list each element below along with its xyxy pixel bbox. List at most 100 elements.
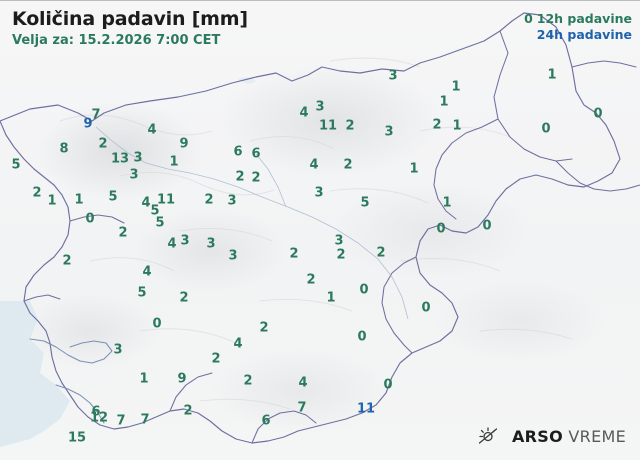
- brand-name-arso: ARSO: [511, 426, 564, 446]
- station-value: 4: [233, 336, 243, 352]
- legend-label-12h: 12h padavine: [536, 11, 632, 26]
- station-value: 7: [116, 413, 126, 429]
- sun-rays-icon: [478, 427, 498, 444]
- station-value: 2: [118, 225, 128, 241]
- adriatic-sea-polygon: [0, 301, 70, 447]
- station-value: 2: [243, 373, 253, 389]
- station-value: 5: [150, 203, 160, 219]
- station-value: 2: [336, 247, 346, 263]
- station-value: 0: [421, 300, 431, 316]
- station-value: 0: [482, 218, 492, 234]
- station-value: 3: [314, 185, 324, 201]
- station-value: 11: [356, 401, 376, 417]
- arso-vreme-brand: ARSO VREME: [476, 424, 626, 448]
- legend-row-12h: 0 12h padavine: [524, 11, 632, 27]
- station-value: 3: [180, 233, 190, 249]
- station-value: 3: [228, 248, 238, 264]
- station-value: 11: [156, 192, 176, 208]
- station-value: 11: [318, 118, 338, 134]
- neighbour-boundaries: [23, 30, 640, 444]
- station-value: 0: [436, 221, 446, 237]
- station-value: 0: [357, 329, 367, 345]
- station-value: 3: [206, 236, 216, 252]
- station-value: 4: [298, 375, 308, 391]
- station-value: 13: [110, 151, 130, 167]
- station-value: 2: [211, 351, 221, 367]
- station-value: 2: [432, 117, 442, 133]
- station-value: 5: [155, 215, 165, 231]
- coastline: [29, 338, 113, 424]
- station-value: 3: [129, 167, 139, 183]
- station-value: 7: [140, 412, 150, 428]
- station-value: 0: [359, 282, 369, 298]
- station-value: 2: [289, 246, 299, 262]
- station-value: 4: [299, 105, 309, 121]
- station-value: 2: [183, 403, 193, 419]
- station-value: 2: [98, 136, 108, 152]
- station-value: 2: [32, 185, 42, 201]
- station-value: 1: [47, 193, 57, 209]
- station-value: 7: [297, 400, 307, 416]
- station-value: 9: [177, 371, 187, 387]
- brand-name-vreme-text: VREME: [568, 426, 626, 446]
- station-value: 4: [142, 264, 152, 280]
- station-value: 0: [85, 211, 95, 227]
- station-value: 0: [593, 106, 603, 122]
- station-value: 3: [227, 193, 237, 209]
- station-value: 0: [541, 121, 551, 137]
- station-value: 3: [384, 124, 394, 140]
- station-value: 4: [147, 122, 157, 138]
- station-value: 3: [334, 233, 344, 249]
- station-value: 9: [179, 136, 189, 152]
- station-value: 1: [139, 371, 149, 387]
- legend-label-24h: 24h padavine: [536, 27, 632, 42]
- station-value: 1: [169, 154, 179, 170]
- station-value: 8: [59, 141, 69, 157]
- station-value: 2: [376, 245, 386, 261]
- station-value: 1: [451, 79, 461, 95]
- station-value: 6: [91, 404, 101, 420]
- station-value: 15: [67, 430, 87, 446]
- station-value: 9: [83, 116, 93, 132]
- station-value: 2: [259, 320, 269, 336]
- station-value: 1: [74, 192, 84, 208]
- station-value: 3: [133, 150, 143, 166]
- station-value: 1: [547, 67, 557, 83]
- station-value: 6: [261, 413, 271, 429]
- station-value: 2: [345, 118, 355, 134]
- rivers: [95, 126, 409, 320]
- station-value: 2: [204, 192, 214, 208]
- station-value: 4: [141, 195, 151, 211]
- station-value: 1: [442, 195, 452, 211]
- legend: 0 12h padavine 24h padavine: [524, 11, 632, 43]
- station-value: 1: [326, 290, 336, 306]
- station-value: 2: [235, 169, 245, 185]
- station-value: 1: [452, 118, 462, 134]
- station-value: 12: [89, 410, 109, 426]
- station-value: 1: [409, 161, 419, 177]
- station-value: 4: [309, 157, 319, 173]
- station-value: 4: [167, 236, 177, 252]
- station-value: 2: [251, 170, 261, 186]
- station-value: 5: [137, 285, 147, 301]
- brand-text: ARSO VREME: [512, 427, 626, 446]
- water-patch: [238, 77, 256, 84]
- station-value: 1: [439, 94, 449, 110]
- station-value: 0: [152, 316, 162, 332]
- station-value: 6: [251, 146, 261, 162]
- station-value: 2: [179, 290, 189, 306]
- station-value: 2: [306, 272, 316, 288]
- station-value: 5: [11, 157, 21, 173]
- station-value: 2: [62, 253, 72, 269]
- station-value: 2: [343, 157, 353, 173]
- legend-row-24h: 24h padavine: [524, 27, 632, 43]
- station-value: 3: [388, 68, 398, 84]
- station-value: 6: [233, 144, 243, 160]
- station-value: 5: [108, 189, 118, 205]
- station-value: 3: [113, 342, 123, 358]
- station-value: 0: [383, 377, 393, 393]
- legend-sample-value: 0: [524, 11, 533, 26]
